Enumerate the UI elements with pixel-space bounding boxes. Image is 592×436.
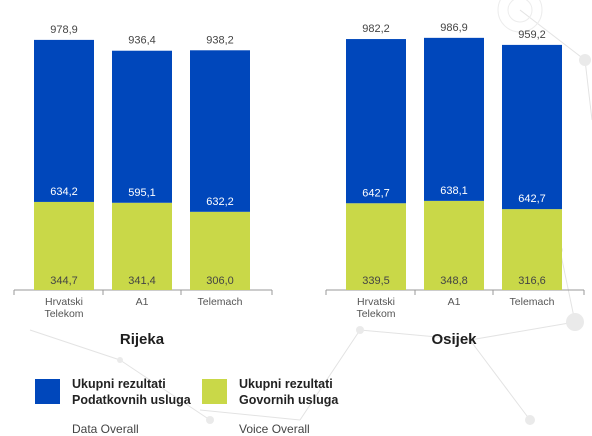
legend-swatch-data [35, 379, 60, 404]
data-label-data: 638,1 [440, 185, 468, 197]
data-label-total: 986,9 [440, 22, 468, 34]
data-label-voice: 306,0 [206, 275, 234, 287]
data-label-voice: 348,8 [440, 275, 468, 287]
bar-data [424, 37, 484, 201]
data-label-data: 634,2 [50, 186, 78, 198]
bar-voice [424, 200, 484, 290]
bar-data [190, 50, 250, 212]
x-tick-label: Telemach [510, 296, 555, 308]
bar-voice [34, 201, 94, 290]
data-label-data: 595,1 [128, 187, 156, 199]
data-label-voice: 316,6 [518, 275, 546, 287]
data-label-total: 936,4 [128, 35, 156, 47]
bar-voice [190, 211, 250, 290]
data-label-data: 642,7 [518, 193, 546, 205]
legend-title-voice-line1: Ukupni rezultati [239, 377, 333, 391]
data-label-data: 632,2 [206, 196, 234, 208]
data-label-voice: 341,4 [128, 275, 156, 287]
legend-title-data-line1: Ukupni rezultati [72, 377, 166, 391]
x-tick-label: A1 [448, 296, 461, 308]
data-label-total: 978,9 [50, 24, 78, 36]
legend-title-data-line2: Podatkovnih usluga [72, 393, 191, 407]
legend-subtitle-data: Data Overall [72, 422, 139, 436]
x-tick-label: Telekom [356, 308, 395, 320]
legend-title-voice-line2: Govornih usluga [239, 393, 339, 407]
group-title: Rijeka [120, 331, 165, 348]
bar-voice [112, 202, 172, 290]
x-tick-label: Hrvatski [357, 296, 395, 308]
bar-data [112, 50, 172, 203]
bar-voice [502, 209, 562, 290]
x-tick-label: Telemach [198, 296, 243, 308]
bar-data [34, 39, 94, 202]
data-label-voice: 339,5 [362, 275, 390, 287]
data-label-total: 938,2 [206, 34, 234, 46]
legend-item-data: Ukupni rezultati Podatkovnih usluga Data… [35, 376, 191, 436]
x-tick-label: Hrvatski [45, 296, 83, 308]
x-tick-label: A1 [136, 296, 149, 308]
group-title: Osijek [431, 331, 477, 348]
bar-data [502, 44, 562, 210]
data-label-voice: 344,7 [50, 275, 78, 287]
legend-subtitle-voice: Voice Overall [239, 422, 310, 436]
legend-item-voice: Ukupni rezultati Govornih usluga Voice O… [202, 376, 338, 436]
data-label-total: 982,2 [362, 23, 390, 35]
legend-swatch-voice [202, 379, 227, 404]
bar-data [346, 39, 406, 204]
x-tick-label: Telekom [44, 308, 83, 320]
bar-voice [346, 203, 406, 290]
data-label-data: 642,7 [362, 187, 390, 199]
data-label-total: 959,2 [518, 29, 546, 41]
